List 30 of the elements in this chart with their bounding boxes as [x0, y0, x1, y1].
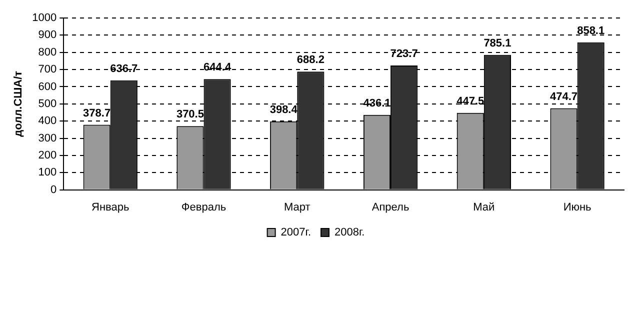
data-label: 474.7 [550, 90, 578, 103]
data-label: 644.4 [204, 62, 232, 74]
data-label: 858.1 [577, 24, 605, 37]
data-label: 688.2 [296, 54, 324, 66]
y-tick-label: 300 [38, 132, 57, 144]
x-tick-label: Май [473, 201, 495, 214]
legend-label: 2008г. [334, 226, 365, 239]
x-tick-label: Январь [92, 201, 130, 214]
y-tick-label: 100 [38, 166, 57, 179]
data-label: 378.7 [83, 107, 111, 120]
data-label: 370.5 [176, 108, 204, 121]
y-tick-label: 900 [38, 29, 57, 42]
y-tick-label: 700 [38, 64, 57, 76]
y-tick-label: 0 [50, 184, 57, 196]
data-label: 636.7 [110, 62, 138, 75]
y-tick-label: 600 [38, 80, 57, 93]
data-label: 398.4 [270, 104, 298, 116]
data-label: 723.7 [390, 48, 418, 60]
x-tick-label: Апрель [372, 201, 410, 214]
x-tick-label: Июнь [563, 201, 592, 214]
x-tick-label: Февраль [181, 201, 226, 214]
y-tick-label: 500 [38, 98, 57, 110]
y-tick-label: 1000 [32, 12, 57, 24]
legend-label: 2007г. [280, 226, 312, 239]
y-axis-title: долл.США/т [12, 70, 25, 137]
data-label: 785.1 [484, 37, 512, 50]
y-tick-label: 200 [38, 149, 57, 162]
x-tick-label: Март [284, 201, 310, 214]
y-tick-label: 800 [38, 46, 57, 58]
y-tick-label: 400 [38, 115, 57, 128]
